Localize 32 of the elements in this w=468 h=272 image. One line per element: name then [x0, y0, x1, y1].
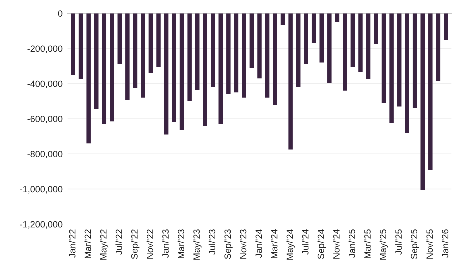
x-tick-label: Jan/'25 [348, 230, 356, 258]
x-tick-label: Nov/'22 [146, 230, 154, 259]
x-tick-label: Sep/'22 [131, 230, 140, 260]
y-tick-label: -600,000 [28, 116, 63, 124]
x-tick-label: Jul/'22 [116, 230, 122, 255]
x-tick-label: Nov/'24 [333, 230, 340, 259]
x-tick-label: Jan/'23 [162, 230, 169, 258]
x-tick-label: Jan/'26 [442, 230, 449, 258]
x-tick-label: Mar/'22 [84, 230, 92, 258]
x-tick-label: Sep/'23 [224, 230, 233, 260]
x-tick-label: May/'24 [286, 230, 296, 260]
y-tick-label: -1,000,000 [20, 186, 63, 194]
x-tick-label: Jan/'24 [256, 230, 262, 258]
x-tick-label: May/'22 [100, 230, 109, 260]
x-tick-label: Mar/'24 [271, 230, 278, 258]
x-tick-label: May/'25 [380, 230, 388, 260]
y-tick-label: 0 [58, 10, 63, 17]
x-tick-label: Jul/'25 [395, 230, 402, 255]
x-tick-label: Mar/'23 [178, 230, 184, 258]
x-tick-label: Jul/'24 [302, 230, 309, 255]
y-tick-label: -200,000 [28, 46, 63, 54]
x-tick-label: Sep/'25 [410, 230, 420, 260]
x-tick-label: Sep/'24 [318, 230, 326, 260]
y-tick-label: -1,200,000 [20, 221, 63, 229]
x-tick-label: Nov/'25 [426, 230, 434, 259]
y-tick-label: -400,000 [28, 80, 63, 88]
x-tick-label: Jul/'23 [208, 230, 216, 255]
x-tick-label: May/'23 [193, 230, 202, 260]
x-tick-label: Mar/'25 [364, 230, 371, 258]
x-tick-label: Jan/'22 [69, 230, 76, 258]
x-tick-label: Nov/'23 [240, 230, 247, 259]
y-tick-label: -800,000 [28, 151, 63, 159]
